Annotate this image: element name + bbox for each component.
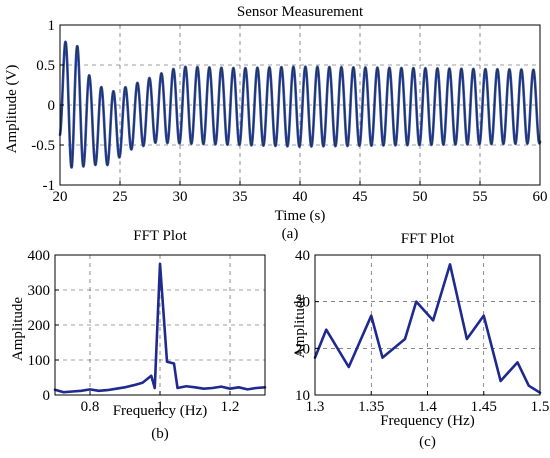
x-tick-label: 0.8 xyxy=(81,399,100,415)
chart-b: 0.8 1 1.2 0 100 200 300 400 FFT Plot Frequency (H… xyxy=(10,228,267,442)
x-tick-label: 1.35 xyxy=(358,399,384,415)
x-tick-label: 1.3 xyxy=(306,399,325,415)
y-axis-label: Amplitude xyxy=(292,294,308,359)
y-axis-label: Amplitude (V) xyxy=(4,65,20,154)
y-tick-label: 40 xyxy=(295,248,310,264)
x-axis-label: Time (s) xyxy=(275,208,326,224)
y-tick-label: 1 xyxy=(48,18,56,34)
y-tick-label: 100 xyxy=(28,353,51,369)
y-tick-label: 300 xyxy=(28,283,51,299)
x-tick-label: 60 xyxy=(533,189,548,205)
y-tick-label: 0 xyxy=(43,388,51,404)
x-tick-label: 45 xyxy=(353,189,368,205)
x-tick-label: 25 xyxy=(113,189,128,205)
signal-line xyxy=(59,41,541,168)
series-line-b xyxy=(53,262,267,394)
chart-a: 20 25 30 35 40 45 50 55 60 -1 -0.5 0 0.5 1 Sensor Meas… xyxy=(4,4,548,242)
y-tick-label: -1 xyxy=(43,178,56,194)
chart-caption: (a) xyxy=(282,226,299,242)
y-tick-label: -0.5 xyxy=(31,138,55,154)
x-tick-label: 20 xyxy=(53,189,68,205)
y-tick-label: 400 xyxy=(28,248,51,264)
x-tick-label: 1 xyxy=(156,399,164,415)
y-axis-label: Amplitude xyxy=(10,297,26,362)
x-tick-label: 55 xyxy=(473,189,488,205)
x-axis-label: Frequency (Hz) xyxy=(380,413,475,429)
x-tick-label: 50 xyxy=(413,189,428,205)
x-tick-label: 1.45 xyxy=(471,399,497,415)
x-tick-label: 35 xyxy=(233,189,248,205)
y-tick-label: 200 xyxy=(28,318,51,334)
chart-title: FFT Plot xyxy=(133,228,187,244)
x-axis-label: Frequency (Hz) xyxy=(113,403,208,419)
x-tick-label: 30 xyxy=(173,189,188,205)
chart-title: Sensor Measurement xyxy=(237,4,364,20)
x-tick-label: 1.4 xyxy=(418,399,437,415)
y-tick-label: 0.5 xyxy=(36,58,55,74)
y-tick-label: 0 xyxy=(48,98,56,114)
x-tick-label: 1.2 xyxy=(221,399,240,415)
x-tick-label: 40 xyxy=(293,189,308,205)
chart-title: FFT Plot xyxy=(401,231,455,247)
chart-caption: (c) xyxy=(419,434,436,450)
chart-c: 1.3 1.35 1.4 1.45 1.5 10 20 30 40 FFT Plot Frequen… xyxy=(292,231,549,450)
chart-caption: (b) xyxy=(151,426,169,442)
y-tick-label: 30 xyxy=(295,295,310,311)
series-line-c xyxy=(313,263,542,394)
y-tick-label: 10 xyxy=(295,388,310,404)
y-tick-label: 20 xyxy=(295,341,310,357)
x-tick-label: 1.5 xyxy=(531,399,550,415)
